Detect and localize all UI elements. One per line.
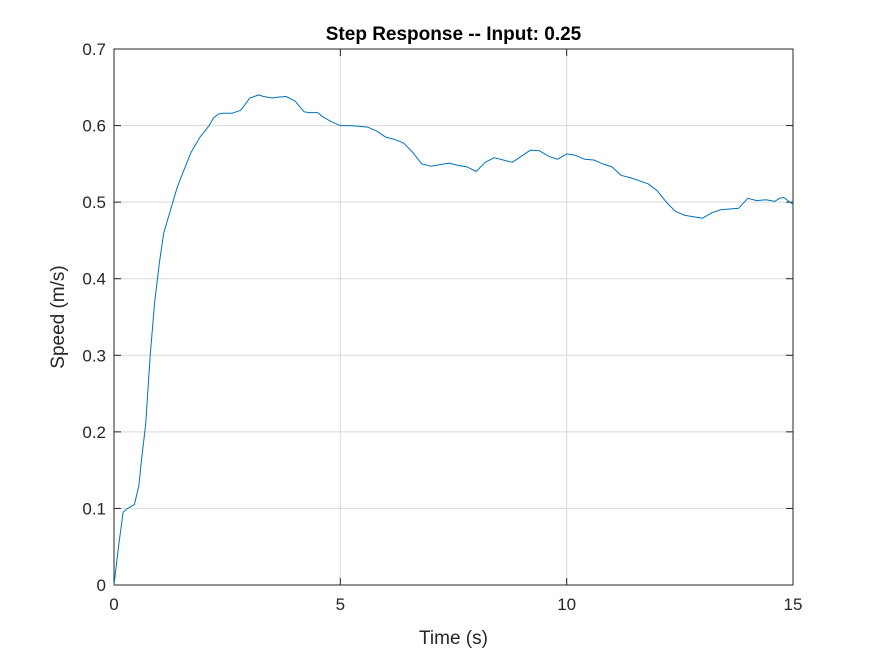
y-tick-label: 0.3 (82, 346, 106, 365)
x-tick-label: 15 (784, 595, 803, 614)
y-tick-label: 0.1 (82, 499, 106, 518)
x-tick-label: 5 (336, 595, 345, 614)
x-tick-label: 0 (109, 595, 118, 614)
plot-area (114, 49, 793, 585)
y-tick-label: 0 (97, 576, 106, 595)
axes-box (113, 48, 794, 586)
y-tick-label: 0.5 (82, 193, 106, 212)
chart-title: Step Response -- Input: 0.25 (326, 24, 582, 45)
x-axis-label: Time (s) (419, 628, 488, 649)
y-tick-label: 0.6 (82, 117, 106, 136)
y-tick-label: 0.7 (82, 40, 106, 59)
series-line (113, 94, 794, 586)
x-tick-label: 10 (557, 595, 576, 614)
y-tick-label: 0.4 (82, 270, 106, 289)
y-tick-label: 0.2 (82, 423, 106, 442)
y-axis-label: Speed (m/s) (48, 265, 69, 368)
